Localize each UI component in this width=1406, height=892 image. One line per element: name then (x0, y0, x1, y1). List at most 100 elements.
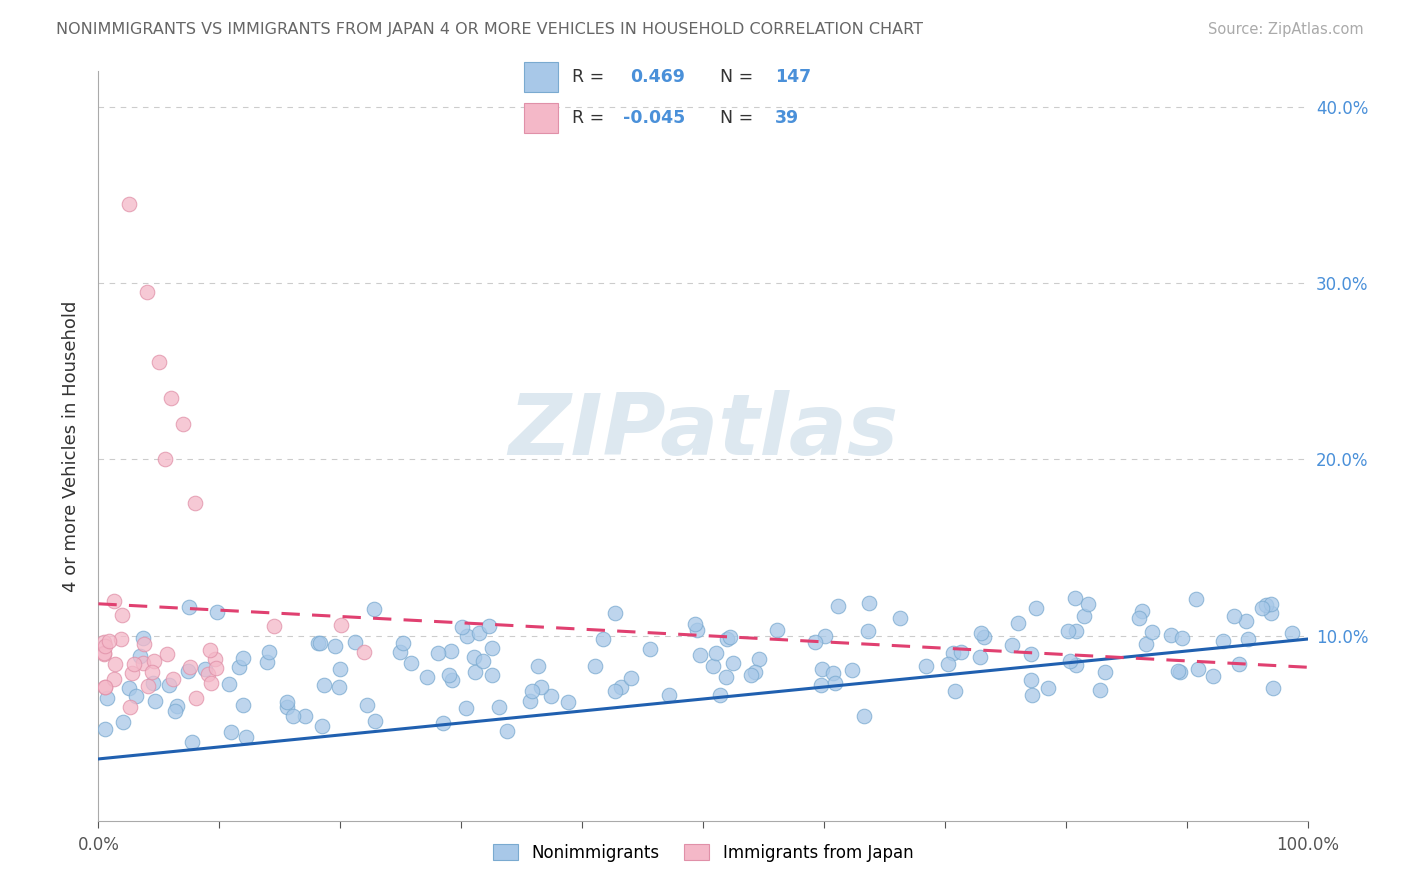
Point (814, 630, 837, 644)
Text: NONIMMIGRANTS VS IMMIGRANTS FROM JAPAN 4 OR MORE VEHICLES IN HOUSEHOLD CORRELATI: NONIMMIGRANTS VS IMMIGRANTS FROM JAPAN 4… (56, 22, 924, 37)
Point (949, 645, 972, 659)
Point (709, 689, 731, 703)
Point (97, 633, 120, 648)
Point (1063, 591, 1085, 606)
Point (1185, 592, 1208, 607)
Point (557, 695, 579, 709)
Point (527, 658, 550, 673)
Point (180, 735, 202, 749)
Point (204, 652, 226, 666)
Point (1001, 639, 1024, 653)
Y-axis label: 4 or more Vehicles in Household: 4 or more Vehicles in Household (62, 301, 80, 591)
Point (157, 677, 180, 691)
Point (198, 643, 221, 657)
Point (1260, 606, 1282, 620)
Point (463, 649, 485, 664)
Point (204, 661, 226, 675)
Point (142, 675, 165, 690)
Point (166, 699, 188, 714)
Point (148, 355, 170, 369)
Point (121, 666, 143, 681)
Point (1076, 597, 1098, 611)
Point (583, 658, 606, 673)
Point (1007, 615, 1029, 630)
Point (938, 657, 960, 672)
Point (467, 626, 489, 640)
Point (94, 640, 117, 654)
Point (256, 656, 278, 670)
Point (456, 629, 478, 643)
Point (221, 725, 243, 739)
Bar (523, 62, 558, 92)
Point (1202, 669, 1225, 683)
Point (519, 694, 541, 708)
Point (329, 662, 352, 676)
Point (766, 623, 789, 637)
Point (232, 650, 254, 665)
Point (328, 681, 350, 695)
Point (177, 664, 200, 678)
Point (132, 656, 155, 670)
Point (197, 667, 219, 681)
Text: Source: ZipAtlas.com: Source: ZipAtlas.com (1208, 22, 1364, 37)
Text: 39: 39 (775, 110, 799, 128)
Point (344, 634, 367, 648)
Point (184, 691, 207, 706)
Point (689, 648, 711, 663)
Point (1135, 637, 1157, 651)
Point (1130, 604, 1153, 618)
Point (1140, 625, 1163, 640)
Point (1090, 682, 1112, 697)
Point (1021, 688, 1043, 702)
Point (720, 630, 742, 644)
Point (162, 672, 184, 686)
Point (478, 619, 501, 633)
Point (177, 600, 200, 615)
Point (1263, 681, 1285, 696)
Point (143, 694, 166, 708)
Point (132, 631, 155, 645)
Point (605, 684, 627, 698)
Point (889, 611, 911, 625)
Point (744, 665, 766, 680)
Point (103, 672, 125, 686)
Point (184, 496, 207, 510)
Text: R =: R = (572, 68, 605, 86)
Point (330, 617, 353, 632)
Point (125, 690, 148, 704)
Point (93, 635, 115, 649)
Point (129, 648, 152, 663)
Point (1128, 611, 1150, 625)
Point (914, 658, 936, 673)
Point (943, 683, 966, 698)
Point (363, 601, 385, 615)
Point (118, 681, 141, 695)
Point (194, 662, 217, 676)
Point (132, 637, 155, 651)
Point (356, 698, 378, 712)
Point (1260, 597, 1282, 611)
Point (309, 636, 332, 650)
Point (609, 680, 631, 694)
Point (1160, 628, 1182, 642)
Point (1167, 664, 1189, 678)
Point (488, 700, 510, 714)
Text: N =: N = (720, 68, 754, 86)
Point (1170, 665, 1192, 680)
Point (1187, 662, 1209, 676)
Point (353, 645, 375, 659)
Point (200, 675, 222, 690)
Point (276, 700, 298, 714)
Point (122, 657, 145, 672)
Point (94, 681, 117, 695)
Point (93, 646, 115, 660)
Point (103, 594, 125, 608)
Point (464, 665, 486, 679)
Text: 0.469: 0.469 (630, 68, 685, 86)
Point (153, 452, 176, 467)
Point (603, 607, 626, 621)
Point (969, 650, 991, 665)
Point (714, 670, 737, 684)
Point (263, 619, 285, 633)
Point (973, 631, 995, 645)
